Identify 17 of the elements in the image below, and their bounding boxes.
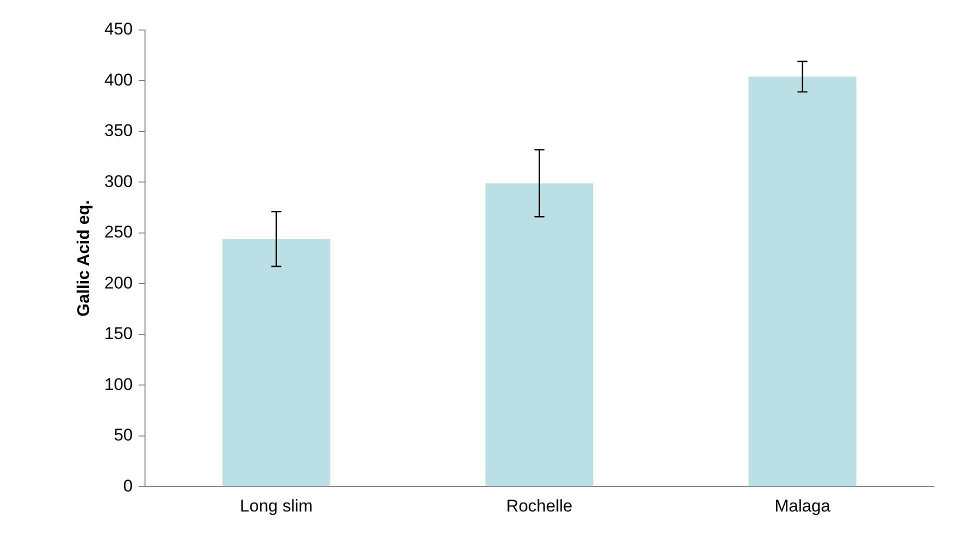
- y-tick-label: 250: [104, 222, 133, 242]
- bar: [485, 183, 594, 486]
- y-tick-label: 100: [104, 374, 133, 394]
- bar: [748, 76, 856, 486]
- x-tick-label: Malaga: [774, 496, 831, 516]
- y-tick-label: 400: [104, 70, 133, 90]
- bar: [222, 239, 330, 486]
- y-axis-title: Gallic Acid eq.: [74, 200, 93, 317]
- x-tick-label: Long slim: [240, 496, 313, 516]
- y-tick-label: 50: [114, 426, 133, 445]
- y-tick-label: 300: [104, 172, 133, 191]
- y-tick-label: 450: [104, 20, 133, 39]
- x-tick-label: Rochelle: [506, 496, 572, 516]
- y-tick-label: 350: [104, 121, 133, 140]
- y-tick-label: 200: [104, 273, 133, 292]
- y-tick-label: 0: [123, 476, 133, 496]
- y-tick-label: 150: [104, 324, 133, 344]
